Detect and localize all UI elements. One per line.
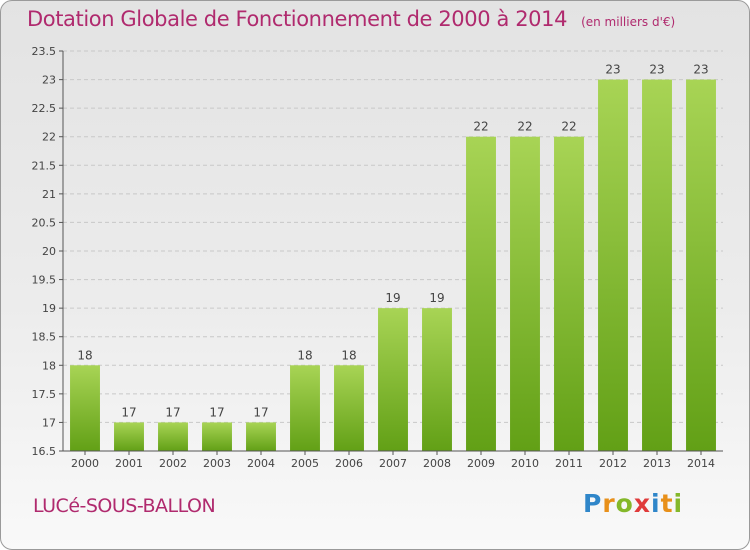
data-label-2002: 17	[165, 405, 180, 419]
bar-2001	[114, 422, 144, 451]
y-tick-label: 19.5	[32, 274, 57, 287]
town-name: LUCé-SOUS-BALLON	[33, 495, 216, 517]
y-tick-label: 18	[42, 359, 56, 372]
x-tick-label-2007: 2007	[379, 457, 407, 470]
y-tick-label: 19	[42, 302, 56, 315]
bar-2009	[466, 136, 496, 451]
y-tick-label: 21.5	[32, 159, 57, 172]
bar-2011	[554, 136, 584, 451]
bar-2008	[422, 308, 452, 451]
data-label-2013: 23	[649, 63, 664, 77]
y-tick-label: 20	[42, 245, 56, 258]
y-tick-label: 20.5	[32, 216, 57, 229]
y-tick-label: 17.5	[32, 388, 57, 401]
x-tick-label-2009: 2009	[467, 457, 495, 470]
y-tick-label: 18.5	[32, 331, 57, 344]
data-label-2000: 18	[77, 348, 92, 362]
data-label-2003: 17	[209, 405, 224, 419]
x-tick-label-2005: 2005	[291, 457, 319, 470]
chart-unit: (en milliers d'€)	[581, 15, 676, 29]
y-tick-label: 22	[42, 131, 56, 144]
data-label-2010: 22	[517, 120, 532, 134]
x-tick-label-2001: 2001	[115, 457, 143, 470]
x-tick-label-2010: 2010	[511, 457, 539, 470]
x-tick-label-2003: 2003	[203, 457, 231, 470]
y-tick-label: 23	[42, 74, 56, 87]
y-tick-label: 23.5	[32, 45, 57, 58]
x-tick-label-2013: 2013	[643, 457, 671, 470]
x-tick-label-2002: 2002	[159, 457, 187, 470]
data-label-2001: 17	[121, 405, 136, 419]
proxiti-logo[interactable]: Proxiti	[583, 489, 684, 518]
bar-2003	[202, 422, 232, 451]
data-label-2009: 22	[473, 120, 488, 134]
bar-2004	[246, 422, 276, 451]
data-label-2004: 17	[253, 405, 268, 419]
y-tick-label: 17	[42, 416, 56, 429]
bar-2013	[642, 79, 672, 452]
x-tick-label-2004: 2004	[247, 457, 275, 470]
data-label-2007: 19	[385, 291, 400, 305]
bar-2007	[378, 308, 408, 451]
bar-2002	[158, 422, 188, 451]
x-tick-label-2008: 2008	[423, 457, 451, 470]
data-label-2008: 19	[429, 291, 444, 305]
data-label-2005: 18	[297, 348, 312, 362]
chart-title-text: Dotation Globale de Fonctionnement de 20…	[27, 7, 568, 31]
y-tick-label: 21	[42, 188, 56, 201]
labels: 18 2000 17 2001 17 2002 17 2003 17 2004 18 2005 18 20…	[71, 63, 715, 470]
data-label-2012: 23	[605, 63, 620, 77]
x-tick-label-2000: 2000	[71, 457, 99, 470]
bar-2012	[598, 79, 628, 452]
bar-2000	[70, 365, 100, 451]
bar-2010	[510, 136, 540, 451]
bars	[70, 79, 716, 452]
bar-2005	[290, 365, 320, 451]
y-tick-label: 22.5	[32, 102, 57, 115]
x-tick-label-2014: 2014	[687, 457, 715, 470]
bar-2006	[334, 365, 364, 451]
x-tick-label-2011: 2011	[555, 457, 583, 470]
bar-2014	[686, 79, 716, 452]
y-tick-label: 16.5	[32, 445, 57, 458]
axes: 16.5 17 17.5 18 18.5 19 19.5 20 20.5 21 21.5 22 22.5…	[32, 45, 723, 458]
data-label-2011: 22	[561, 120, 576, 134]
x-tick-label-2006: 2006	[335, 457, 363, 470]
chart-title: Dotation Globale de Fonctionnement de 20…	[27, 7, 675, 31]
data-label-2006: 18	[341, 348, 356, 362]
data-label-2014: 23	[693, 63, 708, 77]
x-tick-label-2012: 2012	[599, 457, 627, 470]
